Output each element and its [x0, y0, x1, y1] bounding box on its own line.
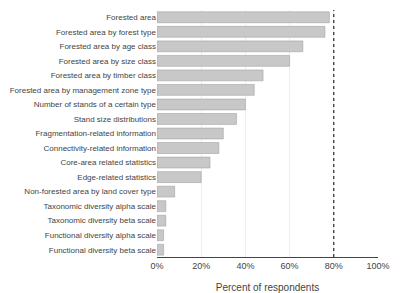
svg-text:Percent of respondents: Percent of respondents: [216, 282, 319, 293]
svg-text:Taxonomic diversity beta scale: Taxonomic diversity beta scale: [48, 216, 157, 225]
svg-text:Functional diversity beta scal: Functional diversity beta scale: [49, 246, 157, 255]
svg-text:Non-forested area by land cove: Non-forested area by land cover type: [24, 187, 156, 196]
svg-text:100%: 100%: [366, 261, 389, 271]
svg-text:Edge-related statistics: Edge-related statistics: [77, 173, 156, 182]
svg-text:80%: 80%: [325, 261, 343, 271]
svg-text:Taxonomic diversity alpha scal: Taxonomic diversity alpha scale: [44, 202, 157, 211]
svg-text:60%: 60%: [281, 261, 299, 271]
svg-text:Number of stands of a certain: Number of stands of a certain type: [34, 100, 157, 109]
svg-text:Forested area by management zo: Forested area by management zone type: [10, 86, 157, 95]
svg-text:20%: 20%: [192, 261, 210, 271]
svg-text:Forested area: Forested area: [106, 13, 156, 22]
svg-text:Functional diversity alpha sca: Functional diversity alpha scale: [45, 231, 157, 240]
svg-text:Forested area by forest type: Forested area by forest type: [56, 28, 157, 37]
svg-text:Forested area by age class: Forested area by age class: [60, 42, 157, 51]
svg-text:Fragmentation-related informat: Fragmentation-related information: [35, 129, 156, 138]
svg-text:0%: 0%: [150, 261, 163, 271]
svg-text:Forested area by size class: Forested area by size class: [59, 57, 156, 66]
svg-text:Core-area related statistics: Core-area related statistics: [60, 158, 156, 167]
svg-text:Connectivity-related informati: Connectivity-related information: [44, 144, 157, 153]
svg-text:Forested area by timber class: Forested area by timber class: [51, 71, 156, 80]
svg-text:Stand size distributions: Stand size distributions: [74, 115, 156, 124]
svg-text:40%: 40%: [236, 261, 254, 271]
